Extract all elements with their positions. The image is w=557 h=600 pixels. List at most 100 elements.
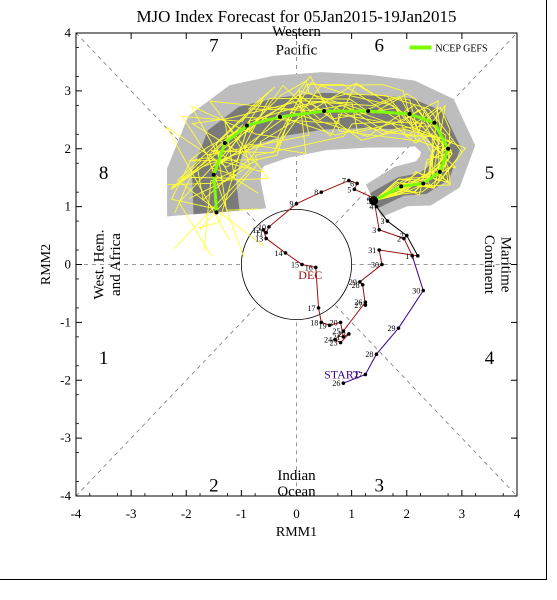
data-point [264, 230, 268, 235]
ensemble-members-layer [166, 75, 467, 258]
data-point [402, 236, 406, 241]
data-point [338, 340, 343, 345]
legend-label: NCEP GEFS [435, 43, 487, 54]
phase-number: 8 [99, 163, 109, 184]
data-point [415, 254, 420, 258]
start-annotation: START [324, 367, 361, 381]
data-point [363, 300, 368, 304]
data-point [347, 332, 351, 336]
day-label: 3 [380, 217, 384, 226]
day-label: 28 [365, 350, 373, 359]
series-line-ncep-gefs [212, 109, 450, 213]
series-line-nov [343, 255, 424, 384]
x-tick-label: 0 [293, 506, 300, 521]
day-label: 3 [372, 226, 376, 235]
data-point [363, 372, 368, 377]
day-label: 5 [367, 197, 371, 206]
day-label: 6 [350, 179, 354, 188]
data-point [341, 329, 346, 333]
y-tick-label: 4 [65, 25, 72, 40]
y-tick-label: 1 [65, 199, 72, 214]
day-label: 5 [347, 185, 351, 194]
data-point [341, 381, 346, 385]
ensemble-member-line [188, 104, 440, 202]
day-label: 31 [368, 246, 376, 255]
day-label: 11 [255, 229, 263, 238]
day-label: 4 [369, 203, 373, 212]
x-tick-label: 3 [459, 506, 466, 521]
day-label: 28 [352, 281, 360, 290]
data-point [316, 306, 321, 310]
day-label: 27 [354, 370, 362, 379]
region-label-maritime-continent: Maritime [498, 237, 514, 293]
data-point [396, 326, 401, 330]
day-label: 1 [411, 252, 415, 261]
y-axis-label: RMM2 [39, 244, 54, 285]
region-label-indian-ocean: Ocean [277, 484, 316, 500]
phase-number: 2 [209, 475, 219, 496]
observed-lines-layer [211, 109, 451, 385]
data-point [319, 190, 324, 194]
day-label: 24 [324, 336, 332, 345]
data-point [261, 227, 266, 232]
data-point [352, 187, 357, 192]
data-point [355, 181, 359, 186]
divider-diagonal-sw [75, 305, 258, 497]
ensemble-member-line [215, 86, 444, 211]
mean-forecast-point [446, 146, 451, 151]
day-label: 22 [338, 330, 346, 339]
day-label: 21 [332, 333, 340, 342]
data-point [358, 280, 362, 284]
data-point [385, 219, 390, 223]
phase-number: 6 [374, 36, 384, 57]
day-label: 7 [342, 177, 346, 186]
mean-forecast-point [421, 181, 426, 186]
mean-forecast-point [211, 172, 216, 177]
x-tick-label: 1 [348, 506, 355, 521]
data-point [341, 335, 346, 339]
ensemble-member-line [188, 90, 452, 202]
region-label-west-pacific: Pacific [276, 42, 318, 58]
region-label-west-hem-africa: and Africa [108, 233, 124, 296]
day-label: 12 [252, 226, 260, 235]
data-point [319, 320, 324, 325]
y-tick-label: -3 [60, 430, 71, 445]
mean-forecast-point [399, 184, 404, 189]
day-label: 26 [332, 379, 340, 388]
outer-frame [0, 0, 547, 580]
region-label-maritime-continent: Continent [481, 235, 497, 295]
data-point [360, 282, 365, 287]
current-day-marker [369, 196, 379, 206]
mean-forecast-point [407, 112, 412, 117]
phase-number: 1 [99, 348, 109, 369]
x-tick-label: -4 [71, 506, 82, 521]
day-label: 1 [405, 252, 409, 261]
day-label: 17 [308, 304, 316, 313]
data-point [333, 337, 337, 342]
mean-forecast-point [214, 210, 219, 215]
x-tick-label: -1 [236, 506, 247, 521]
region-label-west-hem-africa: West. Hem. [92, 229, 108, 299]
y-tick-label: 0 [65, 257, 72, 272]
day-label: 8 [314, 188, 318, 197]
y-tick-label: 3 [65, 83, 72, 98]
day-label: 27 [354, 301, 362, 310]
data-point [410, 254, 415, 258]
phase-number: 4 [485, 348, 495, 369]
day-label: 26 [354, 298, 362, 307]
phase-number: 7 [209, 36, 219, 57]
ensemble-member-line [181, 113, 447, 258]
phase-number: 3 [374, 475, 384, 496]
chart-title: MJO Index Forecast for 05Jan2015-19Jan20… [136, 7, 456, 26]
region-label-indian-ocean: Indian [277, 468, 316, 484]
ensemble-member-line [196, 83, 457, 202]
data-point [363, 303, 368, 307]
data-point [421, 288, 426, 293]
day-label: 10 [258, 223, 266, 232]
day-label: 13 [255, 234, 263, 243]
mean-forecast-point [222, 140, 227, 145]
day-label: 29 [349, 278, 357, 287]
unit-circle [240, 208, 353, 321]
